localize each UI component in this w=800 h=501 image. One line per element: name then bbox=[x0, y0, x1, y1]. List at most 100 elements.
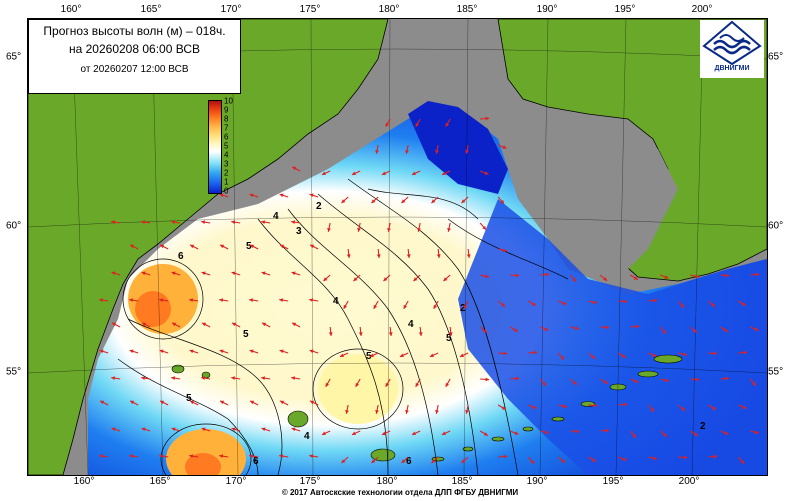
wave-direction-arrow bbox=[465, 404, 469, 414]
wave-direction-arrow bbox=[231, 271, 241, 276]
wave-direction-arrow bbox=[587, 352, 596, 360]
wave-direction-arrow bbox=[737, 404, 747, 409]
wave-direction-arrow bbox=[327, 222, 331, 232]
wave-direction-arrow bbox=[111, 322, 121, 328]
wave-direction-arrow bbox=[99, 298, 109, 303]
wave-direction-arrow bbox=[443, 274, 451, 282]
wave-direction-arrow bbox=[708, 454, 718, 459]
wave-direction-arrow bbox=[351, 430, 361, 436]
wave-direction-arrow bbox=[189, 400, 199, 406]
wave-direction-arrow bbox=[497, 196, 505, 205]
wave-direction-arrow bbox=[129, 454, 139, 459]
wave-direction-arrow bbox=[171, 271, 181, 276]
wave-direction-arrow bbox=[617, 352, 627, 359]
wave-direction-arrow bbox=[129, 244, 139, 250]
wave-direction-arrow bbox=[309, 244, 319, 250]
wave-direction-arrow bbox=[159, 244, 169, 250]
east-blue-field bbox=[458, 199, 767, 475]
wave-direction-arrow bbox=[219, 454, 229, 459]
wave-direction-arrow bbox=[261, 271, 271, 276]
lon-label-bottom: 200° bbox=[678, 476, 700, 487]
wave-direction-arrow bbox=[461, 196, 469, 204]
wave-direction-arrow bbox=[737, 300, 747, 307]
lon-label-top: 200° bbox=[691, 4, 713, 15]
wave-direction-arrow bbox=[309, 349, 319, 354]
wave-direction-arrow bbox=[466, 248, 471, 259]
wave-contours bbox=[117, 178, 569, 475]
wave-direction-arrow bbox=[141, 220, 151, 225]
wave-direction-arrow bbox=[509, 430, 519, 435]
wave-direction-arrow bbox=[539, 378, 547, 387]
wave-direction-arrow bbox=[387, 222, 391, 232]
wave-direction-arrow bbox=[719, 326, 729, 333]
wave-direction-arrow bbox=[738, 350, 748, 355]
wave-direction-arrow bbox=[539, 326, 549, 331]
colorbar-label: 0 bbox=[224, 186, 229, 196]
wave-direction-arrow bbox=[647, 352, 657, 357]
wave-direction-arrow bbox=[418, 326, 423, 337]
wave-direction-arrow bbox=[231, 427, 241, 432]
contour-labels: 6 5 5 4 3 2 4 5 4 5 6 5 2 2 4 6 bbox=[178, 201, 706, 467]
high-wave-core-south bbox=[185, 453, 221, 475]
lon-label-bottom: 190° bbox=[526, 476, 548, 487]
wave-direction-arrow bbox=[720, 376, 730, 381]
wave-direction-arrow bbox=[405, 404, 409, 414]
wave-direction-arrow bbox=[279, 193, 289, 198]
wave-direction-arrow bbox=[659, 326, 667, 335]
wave-direction-arrow bbox=[498, 454, 508, 459]
wave-direction-arrow bbox=[388, 326, 393, 337]
lon-label-bottom: 165° bbox=[149, 476, 171, 487]
logo-text: ДВНИГМИ bbox=[714, 65, 750, 72]
wave-direction-arrow bbox=[309, 454, 319, 459]
wave-direction-arrow bbox=[171, 376, 181, 381]
colorbar-label: 4 bbox=[224, 150, 229, 160]
wave-direction-arrow bbox=[689, 326, 698, 334]
wave-direction-arrow bbox=[353, 274, 361, 282]
wave-direction-arrow bbox=[570, 429, 580, 434]
wave-direction-arrow bbox=[249, 244, 259, 250]
wave-direction-arrow bbox=[678, 455, 688, 460]
wave-direction-arrow bbox=[141, 322, 151, 328]
high-wave-core-west bbox=[135, 291, 171, 327]
wave-direction-arrow bbox=[111, 376, 121, 381]
wave-direction-arrow bbox=[411, 170, 421, 176]
lon-label-bottom: 185° bbox=[451, 476, 473, 487]
wave-direction-arrow bbox=[373, 300, 379, 310]
wave-direction-arrow bbox=[401, 456, 409, 464]
colorbar-label: 10 bbox=[224, 96, 233, 106]
colorbar-label: 3 bbox=[224, 159, 229, 169]
contour-label: 6 bbox=[253, 456, 259, 467]
lat-label-right: 65° bbox=[768, 51, 784, 63]
wave-height-colorbar bbox=[208, 100, 222, 194]
wave-direction-arrow bbox=[189, 349, 199, 354]
wave-direction-arrow bbox=[261, 376, 271, 381]
forecast-valid-time: на 20260208 06:00 ВСВ bbox=[69, 42, 200, 56]
lon-label-top: 185° bbox=[456, 4, 478, 15]
wave-direction-arrow bbox=[690, 377, 700, 382]
wave-direction-arrow bbox=[343, 300, 349, 310]
wave-direction-arrow bbox=[403, 300, 409, 310]
wave-direction-arrow bbox=[291, 271, 301, 276]
wave-direction-arrow bbox=[445, 378, 451, 388]
wave-direction-arrow bbox=[660, 378, 670, 383]
wave-direction-arrow bbox=[371, 196, 379, 204]
wave-direction-arrow bbox=[249, 298, 259, 303]
wave-direction-arrow bbox=[659, 274, 669, 279]
wave-direction-arrow bbox=[600, 325, 610, 330]
wave-direction-arrow bbox=[357, 222, 361, 232]
wave-direction-arrow bbox=[129, 298, 139, 303]
wave-direction-arrow bbox=[411, 430, 421, 436]
colorbar-label: 7 bbox=[224, 123, 229, 133]
contour-label: 2 bbox=[460, 303, 466, 314]
wave-direction-arrow bbox=[249, 454, 259, 459]
lon-label-bottom: 170° bbox=[225, 476, 247, 487]
wave-direction-arrow bbox=[617, 456, 627, 461]
contour-label: 6 bbox=[406, 456, 412, 467]
wave-direction-arrow bbox=[279, 454, 289, 459]
contour-label: 2 bbox=[316, 201, 322, 212]
wave-direction-arrow bbox=[141, 376, 151, 381]
wave-direction-arrow bbox=[498, 248, 508, 253]
wave-direction-arrow bbox=[261, 427, 271, 432]
wave-direction-arrow bbox=[341, 196, 349, 204]
wave-direction-arrow bbox=[648, 298, 658, 303]
